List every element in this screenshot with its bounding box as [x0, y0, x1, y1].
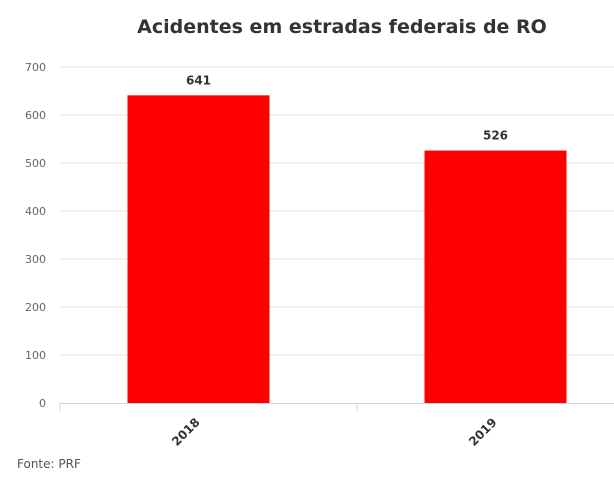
- y-tick-label: 500: [25, 157, 46, 170]
- y-tick-label: 700: [25, 61, 46, 74]
- y-tick-label: 200: [25, 301, 46, 314]
- chart-title: Acidentes em estradas federais de RO: [137, 16, 547, 38]
- bar-2019: [424, 150, 567, 403]
- x-tick-label: 2018: [169, 415, 203, 449]
- y-tick-label: 300: [25, 253, 46, 266]
- data-label: 526: [483, 129, 508, 143]
- y-tick-label: 600: [25, 109, 46, 122]
- y-tick-label: 0: [39, 397, 46, 410]
- x-tick-label: 2019: [466, 415, 500, 449]
- bar-2018: [127, 95, 270, 403]
- y-tick-label: 400: [25, 205, 46, 218]
- y-tick-label: 100: [25, 349, 46, 362]
- data-label: 641: [186, 73, 211, 87]
- source-note: Fonte: PRF: [17, 457, 81, 471]
